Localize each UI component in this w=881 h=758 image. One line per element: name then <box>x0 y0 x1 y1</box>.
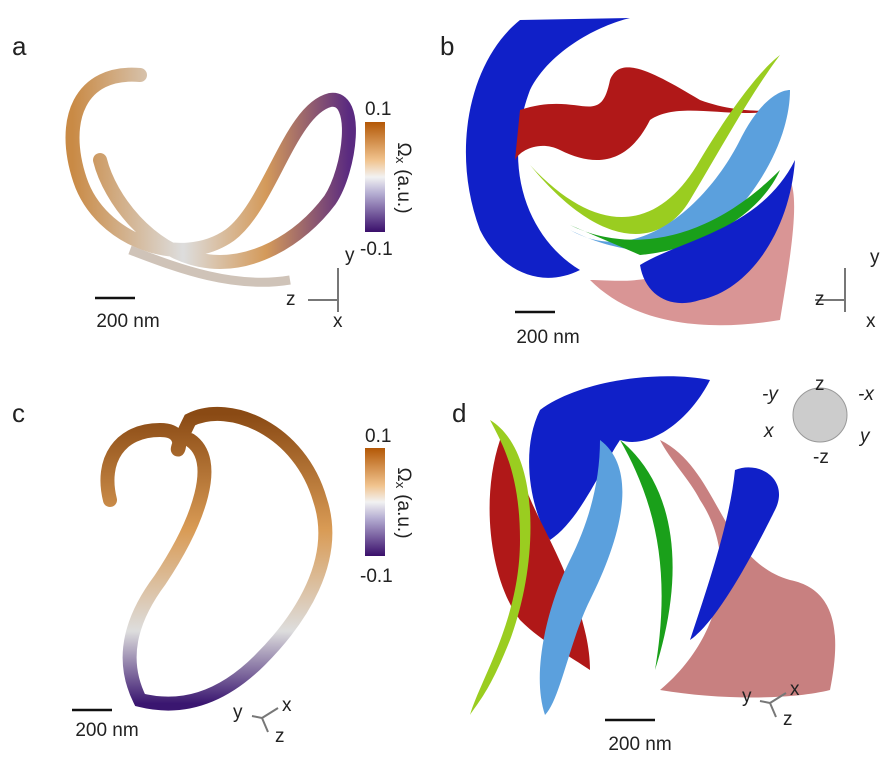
axis-label: x <box>866 311 876 332</box>
axis-label: y <box>870 247 880 268</box>
colorbar-max: 0.1 <box>365 426 391 447</box>
colorbar-min: -0.1 <box>360 566 393 587</box>
axis-label: y <box>233 702 243 723</box>
orientation-label: -z <box>813 447 829 468</box>
orientation-label: x <box>763 421 775 442</box>
panel-a: a 0.1 -0.1 Ωx(a.u.) 200 nm y z x <box>12 31 414 332</box>
axis-label: z <box>783 709 793 730</box>
panel-c: c 0.1 -0.1 Ωx(a.u.) 200 nm y x z <box>12 398 414 747</box>
panel-label: c <box>12 398 25 428</box>
colorbar-max: 0.1 <box>365 99 391 120</box>
colorbar <box>365 122 385 232</box>
panel-label: d <box>452 398 466 428</box>
axis-label: z <box>286 289 296 310</box>
panel-d: d z -y -x x y -z 200 nm y x z <box>452 374 875 755</box>
axis-label: x <box>333 311 343 332</box>
ribbon <box>620 440 673 670</box>
axis-label: y <box>345 245 355 266</box>
figure: a 0.1 -0.1 Ωx(a.u.) 200 nm y z x b 200 n… <box>0 0 881 758</box>
scale-bar-label: 200 nm <box>75 720 138 741</box>
orientation-label: y <box>858 426 871 447</box>
panel-label: a <box>12 31 27 61</box>
panel-b: b 200 nm y z x <box>440 18 880 348</box>
axis-triad <box>308 268 338 312</box>
axis-label: y <box>742 686 752 707</box>
orientation-label: z <box>815 374 825 395</box>
panel-label: b <box>440 31 454 61</box>
orientation-label: -x <box>858 384 875 405</box>
ribbon <box>107 414 325 704</box>
orientation-sphere <box>793 388 847 442</box>
colorbar <box>365 448 385 556</box>
colorbar-title: Ωx(a.u.) <box>393 467 414 538</box>
axis-label: x <box>790 679 800 700</box>
axis-label: x <box>282 695 292 716</box>
orientation-label: -y <box>762 384 779 405</box>
axis-label: z <box>275 726 285 747</box>
scale-bar-label: 200 nm <box>516 327 579 348</box>
scale-bar-label: 200 nm <box>96 311 159 332</box>
colorbar-title: Ωx(a.u.) <box>393 142 414 213</box>
scale-bar-label: 200 nm <box>608 734 671 755</box>
axis-label: z <box>815 289 825 310</box>
ribbon <box>73 75 349 262</box>
colorbar-min: -0.1 <box>360 239 393 260</box>
